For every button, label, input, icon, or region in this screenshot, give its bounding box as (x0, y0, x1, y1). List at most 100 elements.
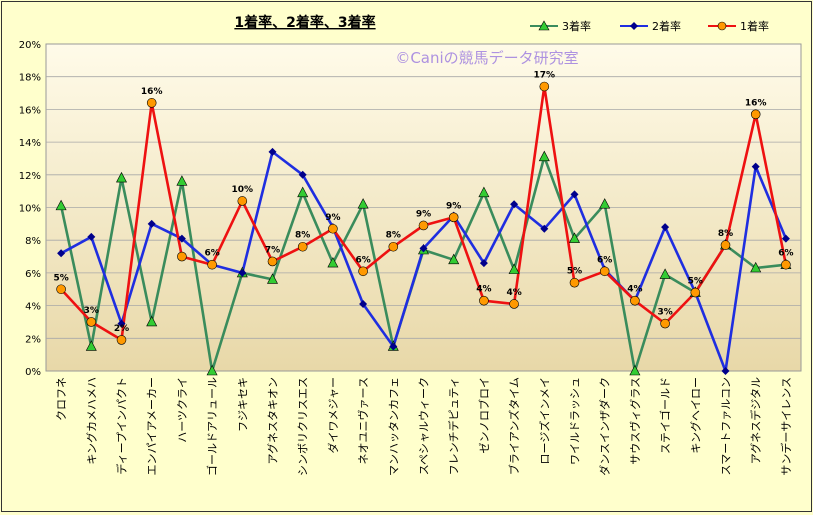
y-tick-label: 6% (25, 269, 41, 280)
x-tick-label: マンハッタンカフェ (387, 377, 400, 476)
legend-label-3rd: 3着率 (562, 19, 591, 33)
data-point (630, 295, 640, 306)
diamond-marker-icon (630, 22, 638, 30)
x-tick-label: ゴールドアリュール (205, 377, 219, 476)
watermark: ©Caniの競馬データ研究室 (395, 49, 578, 67)
y-tick-label: 16% (19, 105, 41, 116)
data-point (570, 190, 579, 199)
data-label: 4% (506, 288, 521, 298)
data-label: 9% (325, 213, 340, 223)
data-point (720, 240, 731, 250)
data-point (85, 340, 97, 351)
data-point (87, 232, 96, 241)
data-point (147, 219, 156, 228)
legend-item-3rd: 3着率 (530, 19, 591, 33)
data-point (509, 299, 519, 309)
y-tick-label: 18% (19, 73, 41, 84)
data-point (238, 268, 247, 277)
data-point (267, 256, 278, 267)
y-tick-label: 12% (19, 171, 41, 182)
data-label: 5% (53, 273, 68, 283)
data-label: 4% (476, 285, 491, 295)
data-label: 9% (446, 201, 461, 211)
data-point (176, 175, 188, 186)
x-tick-label: アグネスタキオン (266, 377, 280, 464)
data-point (298, 170, 307, 179)
data-label: 6% (597, 255, 612, 265)
data-point (389, 342, 398, 351)
data-point (358, 266, 368, 277)
data-point (751, 162, 760, 171)
data-point (569, 232, 580, 243)
data-point (781, 259, 791, 270)
data-point (448, 253, 460, 265)
x-tick-label: エンパイアメーカー (146, 377, 159, 475)
data-label: 10% (232, 185, 254, 195)
data-point (540, 224, 549, 233)
data-label: 6% (204, 249, 219, 259)
x-tick-label: ネオユニヴァース (356, 377, 370, 464)
x-tick-label: スペシャルウィーク (418, 377, 431, 475)
y-tick-label: 8% (25, 236, 41, 247)
data-label: 17% (534, 71, 556, 81)
data-point (690, 287, 701, 298)
data-label: 5% (567, 267, 582, 277)
data-point (86, 317, 97, 327)
triangle-marker-icon (538, 20, 550, 31)
data-point (599, 266, 610, 277)
x-tick-label: クロフネ (55, 377, 68, 421)
x-tick-label: キングヘイロー (688, 377, 702, 454)
data-point (146, 315, 158, 327)
circle-marker-icon (717, 21, 727, 31)
chart-title: 1着率、2着率、3着率 (234, 14, 375, 31)
data-point (328, 223, 338, 234)
legend: 3着率 2着率 1着率 (530, 19, 769, 33)
y-tick-label: 4% (25, 302, 41, 313)
data-point (599, 198, 611, 209)
data-point (207, 259, 217, 270)
data-label: 8% (295, 231, 310, 241)
data-point (268, 147, 277, 156)
x-tick-label: キングカメハメハ (84, 377, 98, 465)
data-point (508, 263, 520, 274)
data-point (750, 261, 762, 273)
x-tick-label: ディープインパクト (115, 377, 129, 475)
data-label: 6% (778, 249, 793, 259)
data-point (388, 241, 399, 252)
data-label: 3% (657, 308, 672, 318)
data-label: 4% (627, 285, 642, 295)
x-tick-label: ダイワメジャー (326, 377, 340, 453)
x-tick-label: ダンスインザダーク (598, 377, 612, 476)
data-point (781, 234, 790, 243)
y-tick-label: 14% (19, 138, 41, 149)
data-point (448, 212, 459, 223)
data-point (659, 268, 671, 279)
data-label: 8% (718, 229, 733, 239)
x-tick-label: シンボリクリスエス (297, 377, 310, 476)
x-tick-label: ゼンノロブロイ (477, 377, 491, 453)
data-point (721, 367, 730, 375)
x-tick-label: フジキセキ (236, 377, 249, 432)
data-label: 2% (114, 324, 129, 334)
data-point (237, 196, 248, 206)
legend-label-2nd: 2着率 (652, 19, 681, 33)
data-point (177, 251, 187, 262)
data-point (116, 335, 127, 345)
data-point (629, 364, 641, 376)
data-label: 6% (355, 255, 370, 265)
x-tick-label: フレンチデピュティ (447, 377, 461, 475)
data-point (418, 220, 429, 231)
data-point (327, 256, 339, 268)
x-tick-label: ステイゴールド (658, 377, 672, 454)
x-tick-label: ワイルドラッシュ (569, 377, 582, 465)
legend-label-1st: 1着率 (740, 19, 769, 33)
legend-item-2nd: 2着率 (620, 19, 681, 33)
data-point (359, 299, 368, 308)
data-point (57, 249, 66, 258)
data-label: 8% (386, 231, 401, 241)
y-tick-label: 10% (19, 204, 41, 215)
x-tick-label: ロージズインメイ (537, 377, 551, 464)
data-point (357, 198, 369, 209)
